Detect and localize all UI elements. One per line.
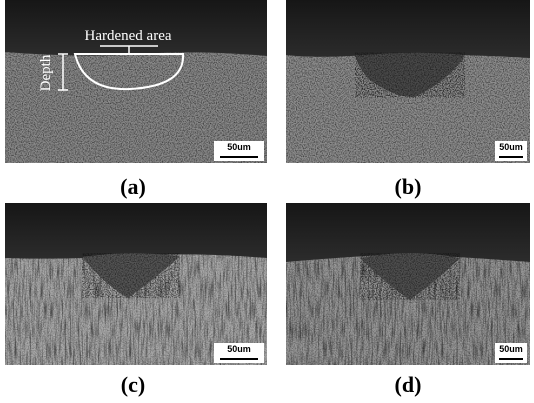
scale-bar-label: 50um: [227, 344, 251, 354]
scale-bar-label: 50um: [227, 142, 251, 152]
panel-label: (b): [395, 174, 422, 199]
scale-bar-label: 50um: [499, 344, 523, 354]
panel-label: (c): [121, 372, 145, 397]
micrograph-b: 50um: [286, 0, 530, 163]
micrograph-c: 50um: [5, 203, 267, 365]
micrograph-d: 50um: [286, 203, 530, 365]
annotation: Depth: [38, 54, 54, 91]
panel-label: (d): [395, 372, 422, 397]
annotation: Hardened area: [84, 28, 171, 44]
scale-bar-label: 50um: [499, 142, 523, 152]
panel-label: (a): [120, 174, 146, 199]
micrograph-a: Hardened area Depth 50um: [5, 0, 267, 163]
figure: Hardened area Depth 50um (a) 50um (b) 50…: [0, 0, 534, 403]
